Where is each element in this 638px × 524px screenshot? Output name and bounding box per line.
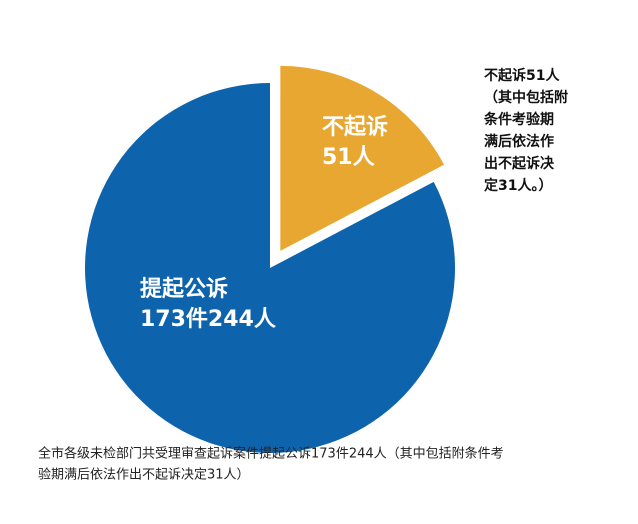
annotation-line: 条件考验期: [483, 111, 554, 128]
annotation-line: 出不起诉决: [484, 155, 555, 172]
annotation-line: 不起诉51人: [484, 67, 560, 84]
slice-value: 173件244人: [140, 307, 276, 332]
slice-value: 51人: [322, 145, 375, 170]
slice-category: 不起诉: [322, 114, 388, 140]
annotation-line: 定31人。）: [484, 177, 552, 194]
pie-slice: [280, 65, 445, 251]
caption-line: 全市各级未检部门共受理审查起诉案件提起公诉173件244人（其中包括附条件考: [38, 446, 504, 462]
annotation-line: （其中包括附: [484, 89, 568, 106]
slice-category: 提起公诉: [140, 276, 228, 302]
annotation-line: 满后依法作: [484, 133, 554, 150]
caption-line: 验期满后依法作出不起诉决定31人）: [38, 467, 250, 483]
pie-slice: [84, 83, 455, 454]
